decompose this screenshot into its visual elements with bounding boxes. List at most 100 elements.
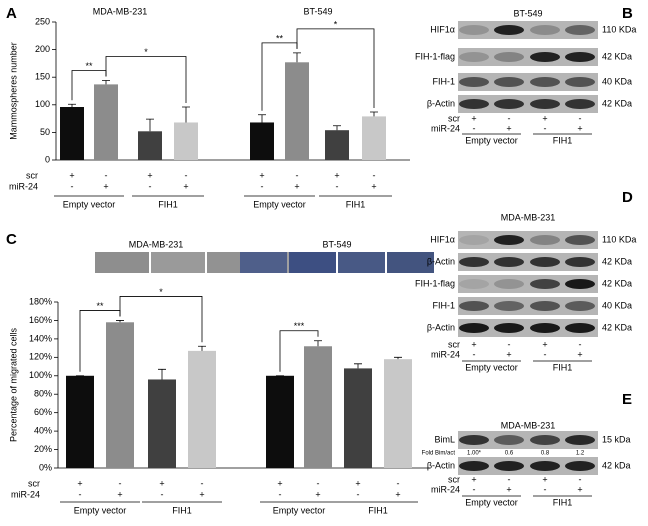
band — [565, 435, 595, 445]
row-sign: - — [544, 349, 547, 359]
group-title: BT-549 — [322, 239, 351, 249]
y-tick-label: 140% — [29, 333, 52, 343]
row-sign: - — [79, 489, 82, 499]
fold-value: 1.00* — [467, 451, 482, 457]
migration-images — [95, 252, 434, 273]
panel-letter: D — [622, 189, 633, 206]
band — [459, 301, 489, 311]
group-title: MDA-MB-231 — [129, 239, 184, 249]
row-sign: - — [161, 489, 164, 499]
group-label: FIH1 — [346, 199, 366, 209]
error-bar — [182, 106, 190, 123]
fold-value: 0.8 — [541, 451, 550, 457]
band — [494, 99, 524, 109]
band — [565, 99, 595, 109]
error-bar — [198, 345, 206, 351]
row-sign: - — [279, 489, 282, 499]
group-label: Empty vector — [273, 505, 326, 515]
band — [530, 301, 560, 311]
row-sign: + — [147, 170, 152, 180]
group-label: FIH1 — [553, 135, 573, 145]
band — [494, 77, 524, 87]
significance-label: * — [144, 47, 148, 57]
bar — [266, 375, 294, 468]
bar — [325, 130, 349, 160]
group-label: FIH1 — [553, 362, 573, 372]
row-sign: + — [471, 339, 476, 349]
band-label: BimL — [434, 434, 455, 444]
panel-letter: C — [6, 231, 17, 248]
row-sign: + — [259, 170, 264, 180]
band — [494, 435, 524, 445]
row-sign: + — [577, 123, 582, 133]
row-sign: - — [544, 484, 547, 494]
band — [530, 52, 560, 62]
bar — [66, 375, 94, 468]
band-label: HIF1α — [430, 24, 455, 34]
band-size: 15 kDa — [602, 434, 631, 444]
image — [387, 252, 434, 273]
row-sign: - — [296, 170, 299, 180]
row-sign: + — [471, 474, 476, 484]
image — [95, 252, 149, 273]
row-sign: + — [506, 484, 511, 494]
fold-label: Fold Bim/act — [422, 451, 456, 457]
row-sign: - — [579, 474, 582, 484]
row-sign: - — [508, 339, 511, 349]
bar — [106, 322, 134, 468]
row-sign: + — [77, 478, 82, 488]
band — [565, 257, 595, 267]
bar — [344, 368, 372, 468]
band-size: 42 KDa — [602, 51, 632, 61]
row-sign: + — [334, 170, 339, 180]
error-bar — [102, 80, 110, 85]
error-bar — [314, 340, 322, 347]
image — [289, 252, 336, 273]
band — [459, 99, 489, 109]
row-sign: - — [119, 478, 122, 488]
row-sign: + — [506, 349, 511, 359]
row-sign: + — [103, 181, 108, 191]
band-label: FIH-1-flag — [415, 51, 455, 61]
error-bar — [146, 118, 154, 132]
row-sign: - — [149, 181, 152, 191]
band-size: 42 KDa — [602, 256, 632, 266]
band — [530, 25, 560, 35]
blot-title: MDA-MB-231 — [501, 212, 556, 222]
blot-strip — [458, 48, 598, 66]
row-sign: + — [577, 349, 582, 359]
band-size: 42 KDa — [602, 278, 632, 288]
group-label: FIH1 — [172, 505, 192, 515]
band-label: HIF1α — [430, 234, 455, 244]
row-sign: + — [542, 113, 547, 123]
row-label: scr — [448, 339, 460, 349]
error-bar — [354, 363, 362, 369]
significance-label: ** — [276, 33, 284, 43]
band — [494, 461, 524, 471]
band — [494, 235, 524, 245]
band — [459, 25, 489, 35]
band-size: 110 KDa — [602, 234, 636, 244]
y-tick-label: 150 — [35, 72, 50, 82]
row-sign: + — [117, 489, 122, 499]
band — [530, 235, 560, 245]
panel-letter: E — [622, 391, 632, 408]
blot-strip — [458, 73, 598, 91]
row-sign: + — [542, 339, 547, 349]
bar — [174, 122, 198, 160]
y-tick-label: 50 — [40, 127, 50, 137]
band — [530, 279, 560, 289]
band-label: FIH-1 — [433, 76, 456, 86]
band — [565, 279, 595, 289]
band — [494, 25, 524, 35]
blot-strip — [458, 231, 598, 249]
row-label: scr — [26, 170, 38, 180]
band — [459, 435, 489, 445]
blot-title: BT-549 — [513, 8, 542, 18]
y-tick-label: 200 — [35, 44, 50, 54]
blot-strip — [458, 95, 598, 113]
row-sign: - — [185, 170, 188, 180]
blot-strip — [458, 275, 598, 293]
band-label: β-Actin — [427, 256, 455, 266]
band — [565, 301, 595, 311]
